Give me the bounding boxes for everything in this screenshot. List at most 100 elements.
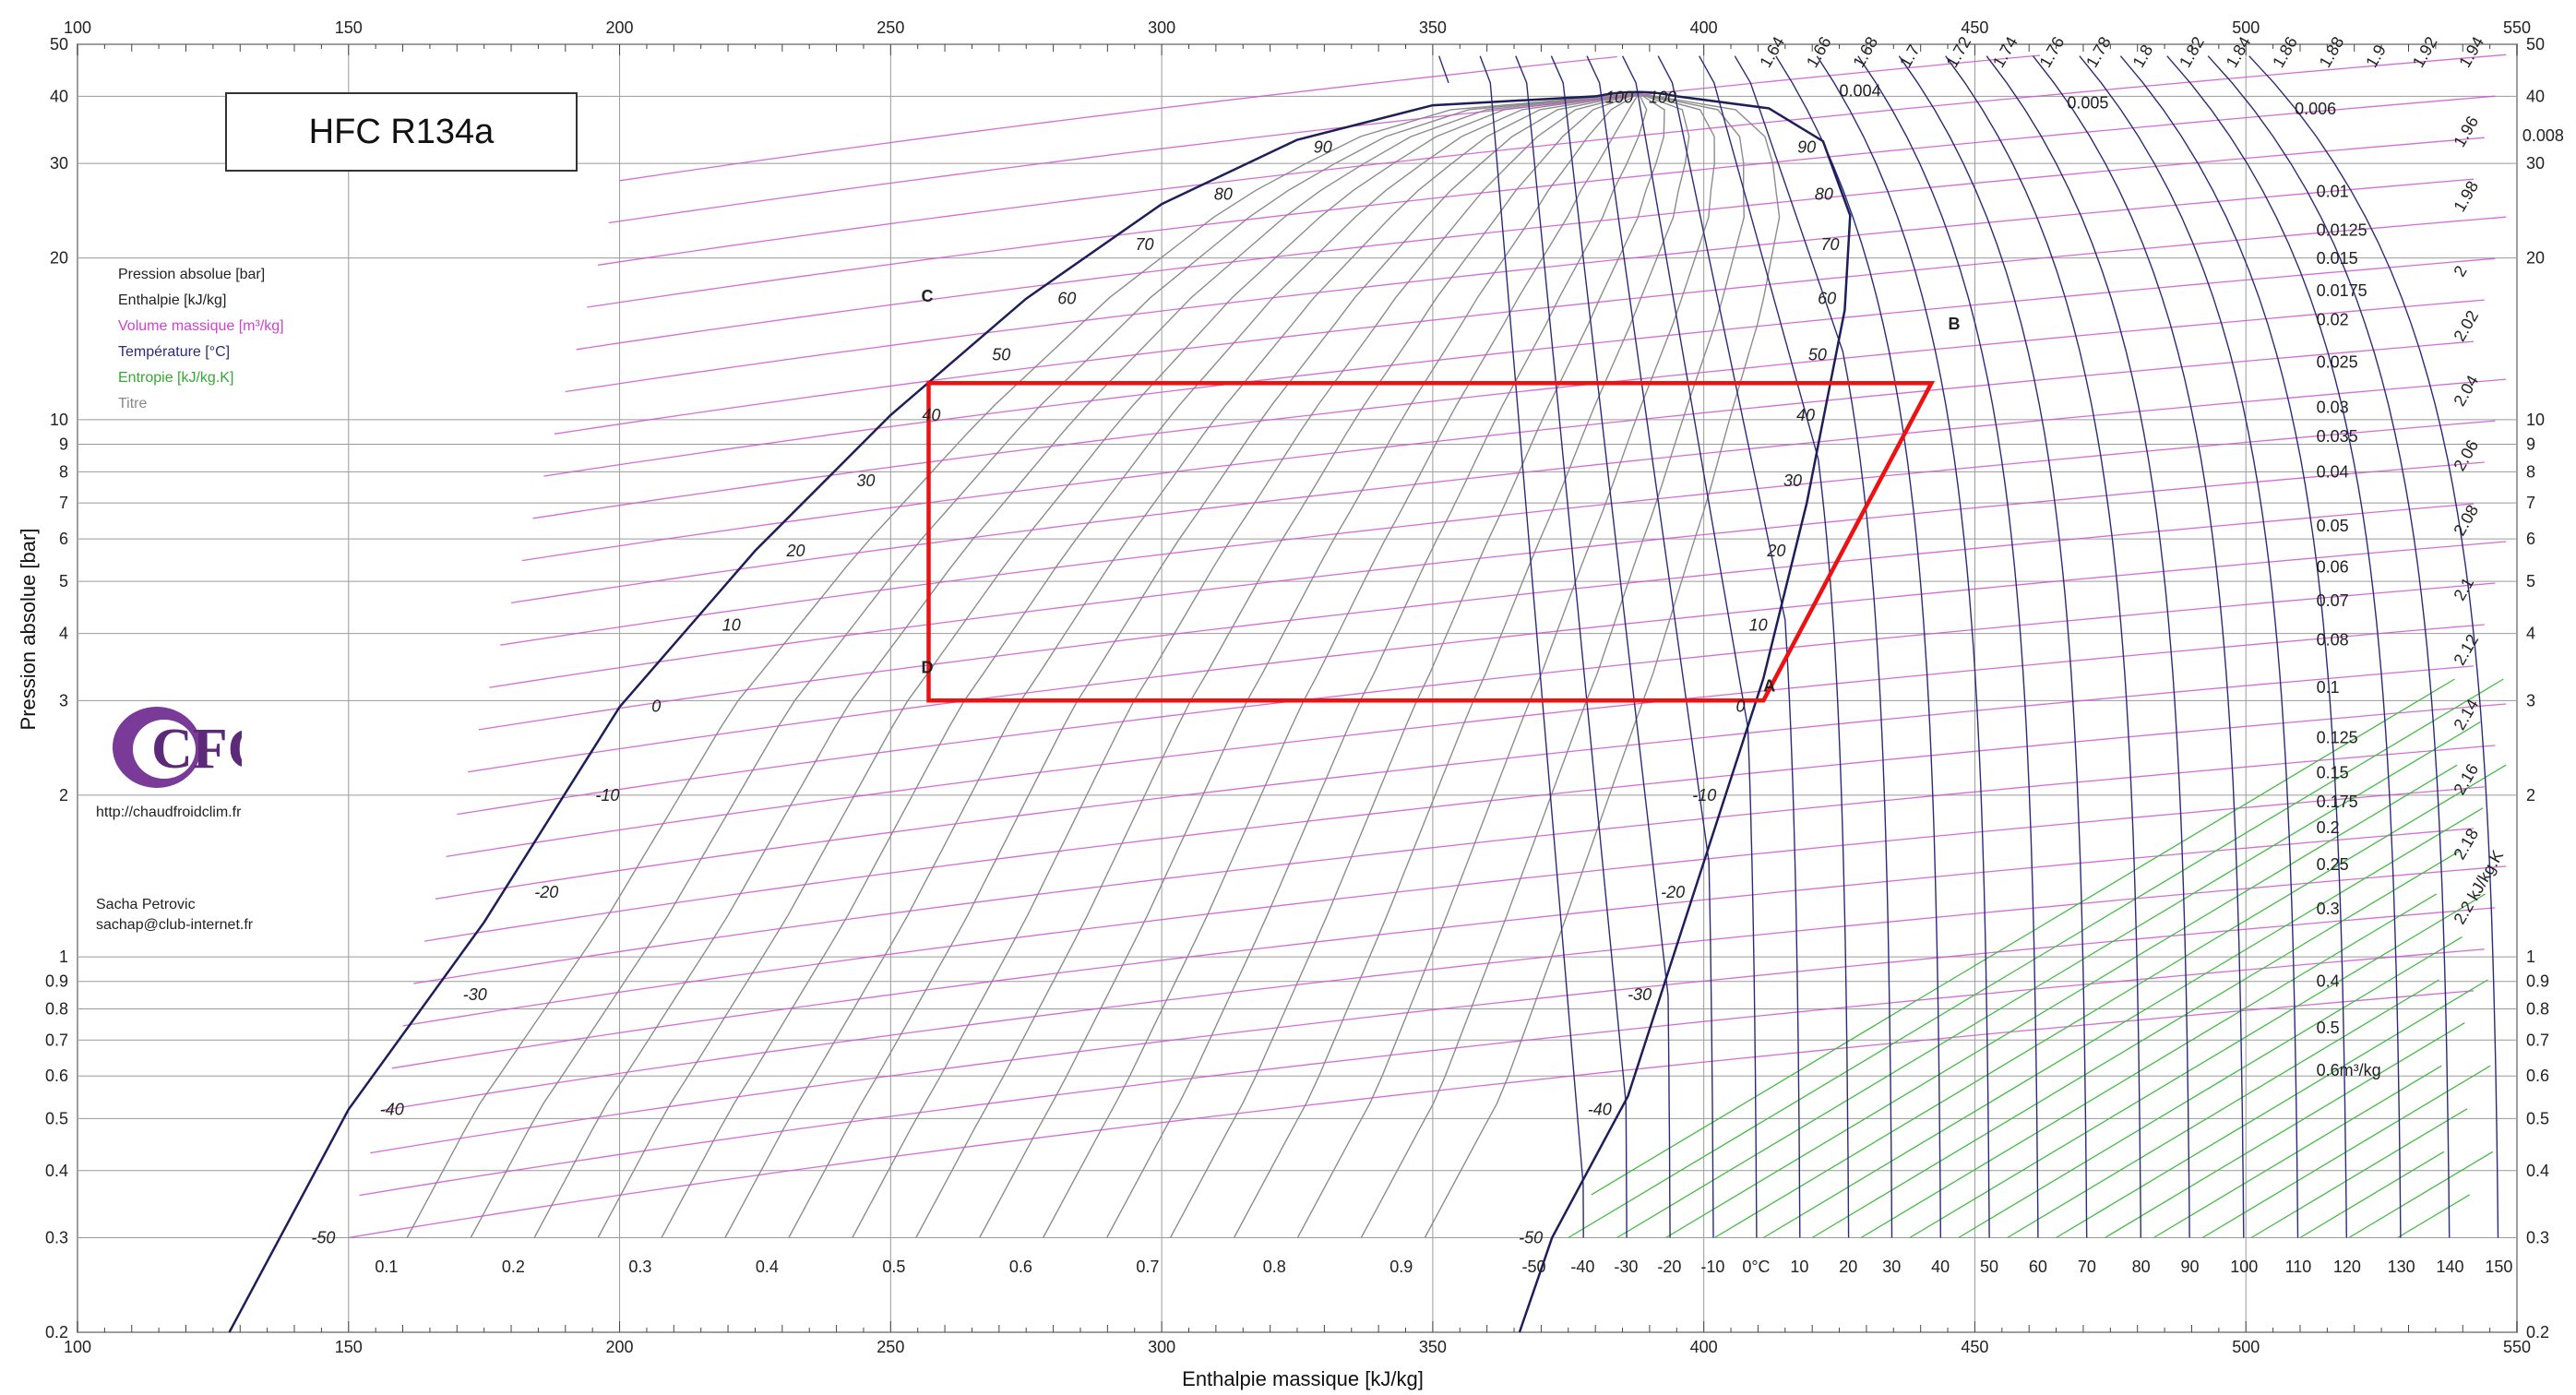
isentrope-line xyxy=(2056,979,2488,1239)
quality-label: 0.7 xyxy=(1136,1258,1159,1276)
x-tick-label-top: 100 xyxy=(64,18,91,37)
isotherm-label: 110 xyxy=(2285,1258,2312,1276)
isentrope-line xyxy=(2201,1065,2491,1239)
specific-volume-label: 0.25 xyxy=(2317,855,2349,874)
saturation-temp-label-vapor: 0 xyxy=(1736,697,1746,715)
entropy-label: 2.02 xyxy=(2450,307,2482,344)
x-tick-label-bottom: 200 xyxy=(606,1338,634,1356)
saturation-temp-label-vapor: -30 xyxy=(1628,985,1652,1004)
entropy-label: 1.68 xyxy=(1849,33,1881,70)
quality-curve xyxy=(1424,92,1781,1238)
saturation-dome xyxy=(228,90,1852,1333)
cycle-path xyxy=(926,380,1936,703)
x-tick-label-top: 550 xyxy=(2503,18,2531,37)
isotherm-line xyxy=(1657,55,1801,1238)
legend-item: Enthalpie [kJ/kg] xyxy=(118,292,227,308)
isotherm-label: 10 xyxy=(1790,1258,1808,1276)
specific-volume-curve xyxy=(532,299,2485,519)
specific-volume-label: 0.006 xyxy=(2295,100,2336,118)
specific-volume-label: 0.01 xyxy=(2317,182,2349,200)
x-tick-label-bottom: 350 xyxy=(1419,1338,1447,1356)
isotherm-line xyxy=(1479,55,1584,1238)
isotherm-label: -40 xyxy=(1570,1258,1594,1276)
y-tick-label-right: 0.2 xyxy=(2526,1323,2549,1341)
legend-item: Volume massique [m³/kg] xyxy=(118,318,284,334)
saturation-temp-label-vapor: -50 xyxy=(1519,1228,1543,1246)
y-tick-label-left: 40 xyxy=(50,87,68,105)
specific-volume-label: 0.004 xyxy=(1840,81,1881,100)
isotherm-label: -30 xyxy=(1614,1258,1638,1276)
entropy-label: 1.78 xyxy=(2082,33,2115,70)
quality-curve xyxy=(661,92,1640,1238)
y-tick-label-right: 0.3 xyxy=(2526,1228,2549,1246)
isotherm-line xyxy=(1945,55,2141,1238)
y-tick-label-left: 7 xyxy=(59,494,68,512)
specific-volume-curve xyxy=(598,54,2507,266)
quality-curve xyxy=(915,92,1640,1238)
entropy-label: 1.66 xyxy=(1803,33,1835,70)
saturation-temp-label-vapor: 100 xyxy=(1649,89,1676,107)
y-tick-label-right: 50 xyxy=(2526,35,2545,54)
specific-volume-curve xyxy=(521,340,2475,562)
saturation-temp-label-liquid: -30 xyxy=(463,985,487,1004)
y-tick-label-left: 5 xyxy=(59,572,68,590)
specific-volume-label: 0.008 xyxy=(2522,126,2564,145)
saturation-temp-label-liquid: 20 xyxy=(785,542,805,560)
isotherm-line xyxy=(1816,55,1990,1238)
entropy-label: 2.1 xyxy=(2450,575,2477,604)
isotherm-label: 100 xyxy=(2230,1258,2258,1276)
isentrope-line xyxy=(2007,979,2439,1239)
isotherm-label: 70 xyxy=(2078,1258,2096,1276)
legend-item: Pression absolue [bar] xyxy=(118,267,266,282)
y-tick-label-left: 0.6 xyxy=(45,1067,68,1085)
isentrope-line xyxy=(1860,893,2438,1239)
entropy-label: 1.74 xyxy=(1989,33,2021,70)
specific-volume-label: 0.03 xyxy=(2317,398,2349,416)
quality-label: 0.1 xyxy=(375,1258,398,1276)
specific-volume-curve xyxy=(500,420,2496,646)
specific-volume-curve xyxy=(554,216,2507,435)
x-tick-label-top: 500 xyxy=(2232,18,2260,37)
y-tick-label-right: 10 xyxy=(2526,411,2545,429)
specific-volume-label: 0.05 xyxy=(2317,517,2349,535)
entropy-label: 1.92 xyxy=(2409,33,2441,70)
y-tick-label-right: 4 xyxy=(2526,625,2535,643)
isotherm-line xyxy=(1550,55,1671,1238)
saturation-temp-label-liquid: 80 xyxy=(1214,185,1233,203)
isotherm-line xyxy=(2079,55,2299,1238)
refrigeration-cycle: A B C D xyxy=(921,287,1960,703)
cycle-point-label: A xyxy=(1763,676,1775,695)
credits-url: http://chaudfroidclim.fr xyxy=(96,805,242,820)
isotherm-line xyxy=(1699,55,1850,1238)
isentrope-line xyxy=(2299,1151,2445,1239)
x-tick-label-bottom: 500 xyxy=(2232,1338,2260,1356)
specific-volume-label: 0.08 xyxy=(2317,631,2349,650)
saturation-temp-label-vapor: 80 xyxy=(1815,185,1833,203)
specific-volume-curve xyxy=(587,95,2496,308)
property-curves xyxy=(348,54,2507,1239)
axis-ticks: 1001001501502002002502503003003503504004… xyxy=(45,18,2549,1356)
specific-volume-label: 0.0125 xyxy=(2317,221,2367,240)
quality-curve xyxy=(1233,92,1690,1238)
isotherm-line xyxy=(2248,55,2499,1238)
y-tick-label-left: 0.3 xyxy=(45,1228,68,1246)
specific-volume-curve xyxy=(370,907,2496,1154)
specific-volume-curve xyxy=(467,541,2507,773)
saturation-temp-label-liquid: 40 xyxy=(922,406,940,424)
isotherm-label: 30 xyxy=(1882,1258,1901,1276)
entropy-label: 1.98 xyxy=(2450,178,2482,215)
specific-volume-curve xyxy=(478,503,2475,731)
y-axis-title: Pression absolue [bar] xyxy=(17,529,40,731)
isotherm-line xyxy=(2166,55,2402,1238)
y-tick-label-right: 6 xyxy=(2526,530,2535,548)
y-tick-label-right: 0.7 xyxy=(2526,1031,2549,1049)
saturation-temp-label-vapor: 40 xyxy=(1796,406,1815,424)
entropy-label: 2 xyxy=(2450,263,2470,280)
isotherm-label: 90 xyxy=(2180,1258,2199,1276)
y-tick-label-right: 0.8 xyxy=(2526,1000,2549,1019)
x-axis-title: Enthalpie massique [kJ/kg] xyxy=(1182,1367,1424,1390)
saturation-temp-label-liquid: 30 xyxy=(856,471,875,490)
saturation-temp-label-vapor: -20 xyxy=(1661,883,1685,901)
isotherm-label: 130 xyxy=(2388,1258,2415,1276)
